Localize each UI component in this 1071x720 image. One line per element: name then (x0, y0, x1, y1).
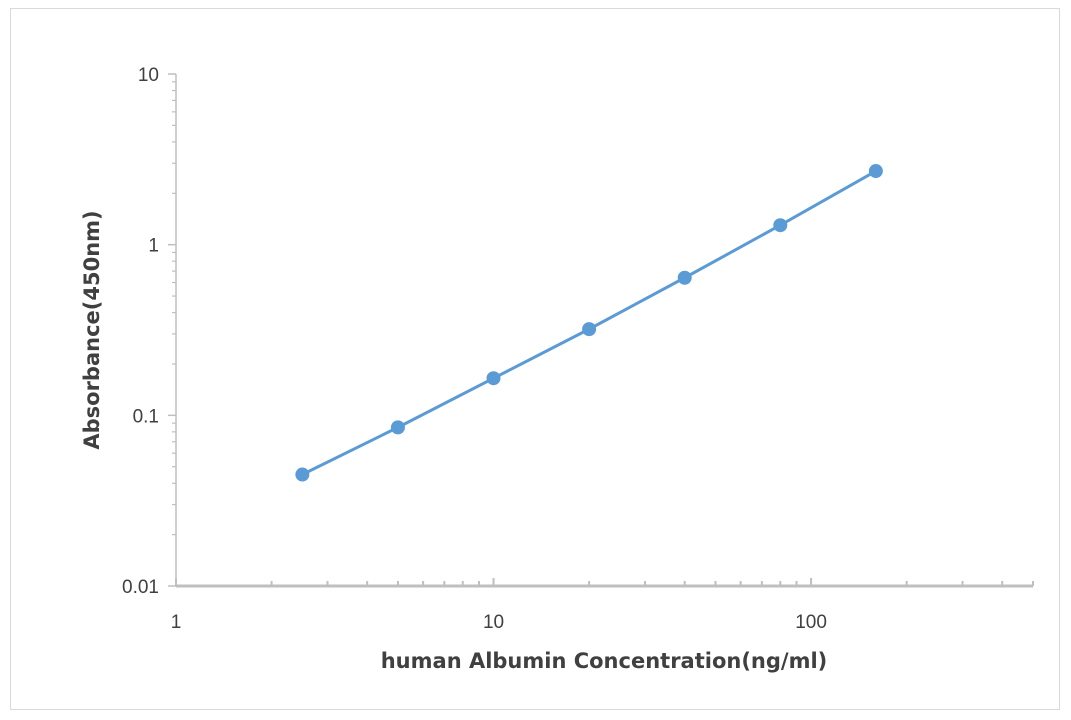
axes (168, 73, 1034, 588)
y-axis-title: Absorbance(450nm) (80, 210, 104, 449)
data-point (868, 164, 883, 179)
x-tick-label: 10 (483, 612, 504, 633)
data-point (677, 270, 692, 285)
data-point (486, 371, 501, 386)
data-point (295, 467, 310, 482)
y-tick-label: 10 (138, 65, 159, 86)
x-axis-title: human Albumin Concentration(ng/ml) (381, 649, 828, 673)
x-tick-label: 100 (795, 612, 827, 633)
tick-labels: 0.01 0.1 1 10 1 10 100 (122, 65, 827, 633)
data-point (390, 420, 405, 435)
chart-area (10, 8, 1060, 710)
y-tick-label: 1 (148, 236, 159, 257)
y-tick-label: 0.1 (133, 406, 159, 427)
data-point (773, 218, 788, 233)
x-tick-label: 1 (171, 612, 182, 633)
data-point (582, 322, 597, 337)
series (295, 164, 883, 482)
y-tick-label: 0.01 (122, 577, 159, 598)
